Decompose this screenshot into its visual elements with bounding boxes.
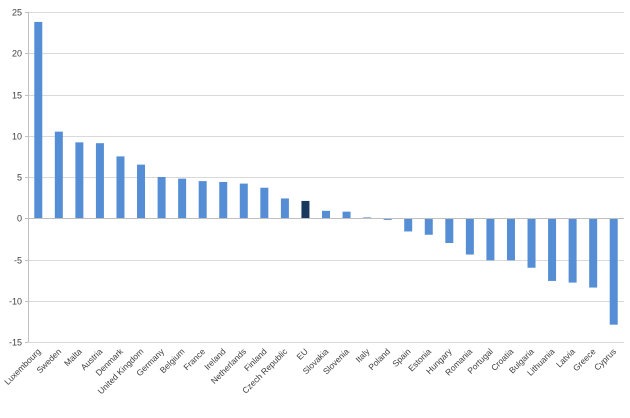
y-tick-label: 20 <box>12 49 22 59</box>
bar-malta <box>75 142 84 219</box>
y-tick-label: 15 <box>12 91 22 101</box>
y-tick-label: 5 <box>17 173 22 183</box>
x-tick-label: Cyprus <box>592 346 618 372</box>
x-axis-ticks: LuxembourgSwedenMaltaAustriaDenmarkUnite… <box>2 346 618 396</box>
axes <box>25 12 624 343</box>
bar-spain <box>404 218 413 232</box>
bar-denmark <box>116 156 125 219</box>
bar-slovenia <box>342 211 351 219</box>
y-tick-label: 10 <box>12 132 22 142</box>
x-tick-label: Greece <box>571 346 598 373</box>
bar-estonia <box>424 218 433 235</box>
y-tick-label: -5 <box>14 256 22 266</box>
bar-france <box>198 181 207 219</box>
bar-poland <box>383 218 392 220</box>
bar-eu <box>301 200 310 219</box>
gridlines <box>28 12 624 343</box>
bar-cyprus <box>609 218 618 325</box>
bar-germany <box>157 177 166 219</box>
bar-hungary <box>445 218 454 243</box>
bar-romania <box>465 218 474 255</box>
bar-luxembourg <box>34 21 43 219</box>
bar-bulgaria <box>527 218 536 268</box>
y-tick-label: -15 <box>9 338 22 348</box>
bar-austria <box>95 143 104 219</box>
bar-czech-republic <box>280 198 289 219</box>
bar-croatia <box>506 218 515 261</box>
bar-united-kingdom <box>137 164 146 219</box>
y-tick-label: -10 <box>9 297 22 307</box>
bar-ireland <box>219 181 228 219</box>
y-tick-label: 25 <box>12 8 22 18</box>
bar-netherlands <box>239 183 248 219</box>
x-tick-label: EU <box>294 346 309 361</box>
bar-lithuania <box>548 218 557 281</box>
bar-sweden <box>54 131 63 219</box>
bar-belgium <box>178 178 187 219</box>
bar-latvia <box>568 218 577 283</box>
x-tick-label: France <box>181 346 207 372</box>
bar-greece <box>589 218 598 288</box>
bar-italy <box>363 217 372 219</box>
y-axis-ticks: 25 20 15 10 5 0 -5 -10 -15 <box>9 8 22 348</box>
bar-portugal <box>486 218 495 261</box>
y-tick-label: 0 <box>17 214 22 224</box>
bar-slovakia <box>322 210 330 219</box>
bars <box>34 21 618 325</box>
bar-finland <box>260 187 269 219</box>
x-tick-label: Poland <box>366 346 392 372</box>
